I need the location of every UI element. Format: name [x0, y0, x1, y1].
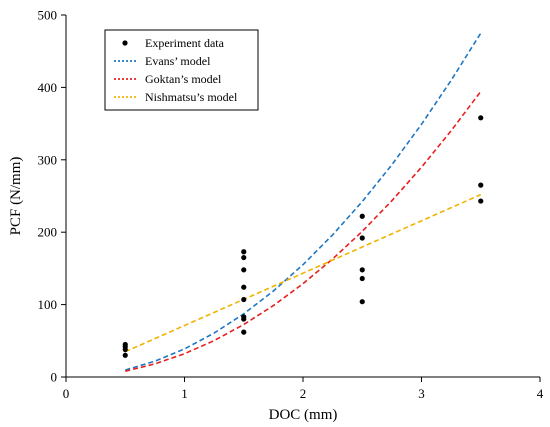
legend-label: Nishmatsu’s model [145, 90, 238, 104]
series-line-1 [125, 32, 482, 371]
y-tick-label: 0 [51, 370, 58, 385]
data-point [241, 254, 247, 261]
data-point [122, 346, 128, 353]
y-tick-label: 100 [38, 297, 58, 312]
data-point [241, 316, 247, 322]
data-point [478, 198, 484, 204]
y-tick-label: 200 [38, 225, 58, 240]
axes: 0 1 2 3 4 0 100 200 300 400 500 DOC (mm) PCF (N/mm) [8, 8, 544, 424]
y-tick-label: 400 [38, 80, 58, 95]
data-point [478, 115, 484, 121]
legend-marker [122, 40, 128, 46]
data-point [241, 329, 247, 335]
x-axis-title: DOC (mm) [269, 407, 338, 423]
data-point [359, 267, 365, 273]
data-point [241, 267, 247, 273]
legend: Experiment data Evans’ model Goktan’s mode… [104, 29, 259, 111]
data-point [359, 235, 365, 241]
data-point [359, 213, 365, 219]
data-point [478, 182, 484, 188]
data-point [359, 275, 365, 282]
series-line-3 [124, 193, 482, 353]
x-tick-label: 0 [63, 386, 70, 401]
data-point [241, 249, 247, 255]
data-point [359, 299, 365, 305]
x-tick-label: 2 [300, 386, 307, 401]
y-tick-label: 500 [38, 8, 58, 23]
y-tick-label: 300 [38, 152, 58, 167]
data-point [122, 352, 128, 358]
x-tick-label: 1 [181, 386, 188, 401]
x-tick-label: 3 [418, 386, 425, 401]
legend-label: Experiment data [145, 36, 225, 50]
legend-label: Goktan’s model [145, 72, 222, 86]
x-tick-label: 4 [537, 386, 544, 401]
y-axis-title: PCF (N/mm) [8, 157, 24, 236]
legend-label: Evans’ model [145, 54, 211, 68]
series-line-2 [125, 90, 482, 372]
data-point [241, 284, 247, 290]
plot-area [122, 32, 484, 372]
data-point [241, 296, 247, 303]
